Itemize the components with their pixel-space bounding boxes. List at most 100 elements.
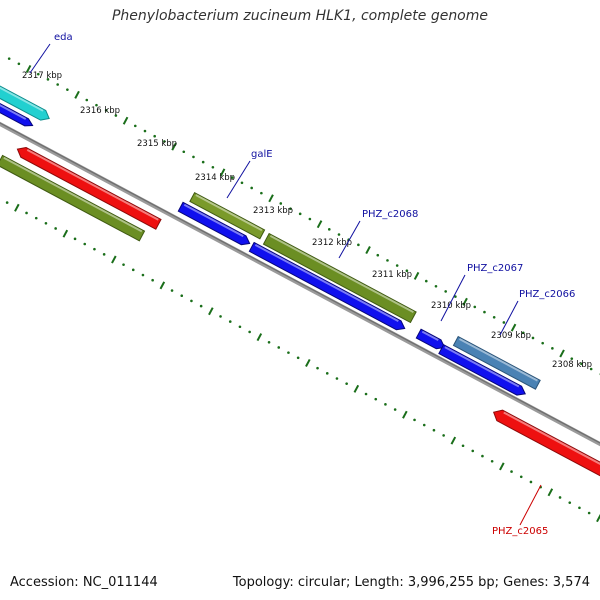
genome-backbone	[0, 121, 600, 447]
inner-ring-major-tick	[256, 333, 263, 342]
inner-ring-major-tick	[111, 255, 117, 264]
inner-ring-minor-tick	[345, 382, 348, 385]
inner-ring-minor-tick	[471, 449, 475, 453]
outer-ring-minor-tick	[424, 279, 428, 283]
inner-ring-major-tick	[62, 229, 69, 238]
outer-ring-minor-tick	[434, 284, 438, 288]
gene-leader-line	[226, 160, 251, 199]
inner-ring-minor-tick	[180, 294, 184, 298]
gene-leader-line	[440, 274, 466, 322]
inner-ring-minor-tick	[442, 434, 445, 437]
inner-ring-minor-tick	[54, 227, 57, 230]
outer-ring-minor-tick	[386, 259, 389, 262]
outer-ring-minor-tick	[308, 217, 312, 221]
kbp-tick-label: 2309 kbp	[491, 331, 531, 341]
inner-ring-minor-tick	[190, 299, 193, 303]
inner-ring-minor-tick	[170, 289, 174, 292]
gene-blue-small	[415, 328, 446, 350]
inner-ring-minor-tick	[287, 351, 290, 354]
inner-ring-minor-tick	[364, 392, 368, 396]
inner-tick-ring	[5, 201, 600, 523]
outer-ring-minor-tick	[17, 62, 21, 66]
outer-ring-minor-tick	[153, 134, 156, 138]
gene-red-c2065	[492, 409, 600, 477]
inner-ring-major-tick	[305, 358, 311, 367]
inner-ring-minor-tick	[34, 216, 38, 220]
inner-ring-minor-tick	[490, 459, 494, 463]
outer-ring-minor-tick	[521, 331, 525, 335]
gene-leader-line	[499, 300, 519, 336]
outer-ring-minor-tick	[337, 233, 341, 236]
outer-ring-minor-tick	[502, 321, 506, 324]
outer-ring-minor-tick	[551, 347, 554, 350]
gene-leader-line	[338, 220, 361, 259]
outer-ring-major-tick	[171, 142, 177, 151]
outer-ring-minor-tick	[298, 212, 302, 216]
outer-ring-major-tick	[316, 220, 323, 229]
inner-ring-minor-tick	[558, 496, 562, 499]
kbp-tick-label: 2312 kbp	[312, 238, 352, 248]
outer-ring-minor-tick	[531, 336, 535, 340]
outer-ring-minor-tick	[589, 367, 593, 371]
inner-ring-minor-tick	[422, 423, 426, 427]
accession-text: Accession: NC_011144	[10, 575, 158, 590]
gene-label[interactable]: PHZ_c2066	[519, 289, 575, 300]
gene-blue-c2067	[438, 344, 526, 396]
inner-ring-minor-tick	[93, 247, 96, 251]
outer-ring-minor-tick	[327, 228, 331, 231]
gene-steel-c2066	[452, 335, 541, 390]
outer-ring-minor-tick	[46, 78, 50, 81]
outer-ring-minor-tick	[580, 362, 583, 366]
outer-ring-major-tick	[122, 116, 129, 125]
kbp-tick-label: 2317 kbp	[22, 71, 62, 81]
outer-ring-minor-tick	[104, 109, 108, 112]
gene-label[interactable]: PHZ_c2067	[467, 263, 523, 274]
gene-label[interactable]: galE	[251, 149, 273, 160]
kbp-tick-labels: 2317 kbp 2316 kbp 2315 kbp 2314 kbp 2313 kbp…	[22, 71, 592, 370]
kbp-tick-label: 2308 kbp	[552, 360, 592, 370]
gene-blue-gale	[177, 201, 251, 246]
inner-ring-minor-tick	[413, 418, 416, 422]
inner-ring-minor-tick	[151, 278, 154, 282]
gene-blue-long	[248, 241, 406, 331]
inner-ring-major-tick	[596, 514, 600, 523]
inner-ring-minor-tick	[384, 403, 387, 406]
gene-labels: eda galE PHZ_c2068 PHZ_c2067 PHZ_c2066 PHZ_c2…	[29, 32, 575, 537]
genome-title: Phenylobacterium zucineum HLK1, complete…	[111, 8, 489, 24]
outer-ring-minor-tick	[454, 295, 457, 298]
outer-ring-minor-tick	[85, 98, 89, 102]
inner-ring-minor-tick	[461, 444, 465, 448]
gene-label[interactable]: eda	[54, 32, 73, 43]
inner-ring-major-tick	[547, 488, 554, 497]
gene-label[interactable]: PHZ_c2068	[362, 209, 418, 220]
outer-ring-major-tick	[462, 297, 468, 306]
outer-ring-minor-tick	[133, 124, 137, 128]
inner-ring-major-tick	[450, 436, 457, 445]
inner-ring-minor-tick	[578, 506, 581, 510]
inner-ring-minor-tick	[393, 408, 397, 411]
outer-ring-minor-tick	[473, 305, 477, 309]
inner-ring-minor-tick	[228, 320, 232, 323]
inner-ring-minor-tick	[131, 268, 135, 272]
gene-blue-topleft	[0, 103, 34, 127]
outer-ring-minor-tick	[279, 202, 283, 205]
inner-ring-minor-tick	[25, 211, 28, 215]
outer-ring-major-tick	[365, 246, 371, 255]
gene-red-left	[16, 146, 162, 230]
inner-ring-minor-tick	[141, 273, 145, 277]
outer-ring-minor-tick	[211, 165, 215, 169]
inner-ring-minor-tick	[374, 397, 378, 401]
inner-ring-minor-tick	[519, 475, 523, 479]
inner-ring-major-tick	[499, 462, 505, 471]
inner-ring-minor-tick	[5, 201, 9, 204]
inner-ring-minor-tick	[219, 315, 222, 318]
outer-ring-minor-tick	[114, 114, 118, 117]
outer-ring-minor-tick	[201, 160, 205, 164]
backbone-edge	[0, 122, 600, 444]
inner-ring-minor-tick	[73, 237, 77, 241]
gene-label[interactable]: PHZ_c2065	[492, 526, 548, 537]
inner-ring-minor-tick	[510, 470, 513, 473]
inner-ring-minor-tick	[102, 253, 106, 256]
outer-ring-minor-tick	[541, 341, 544, 345]
inner-ring-minor-tick	[296, 356, 300, 360]
